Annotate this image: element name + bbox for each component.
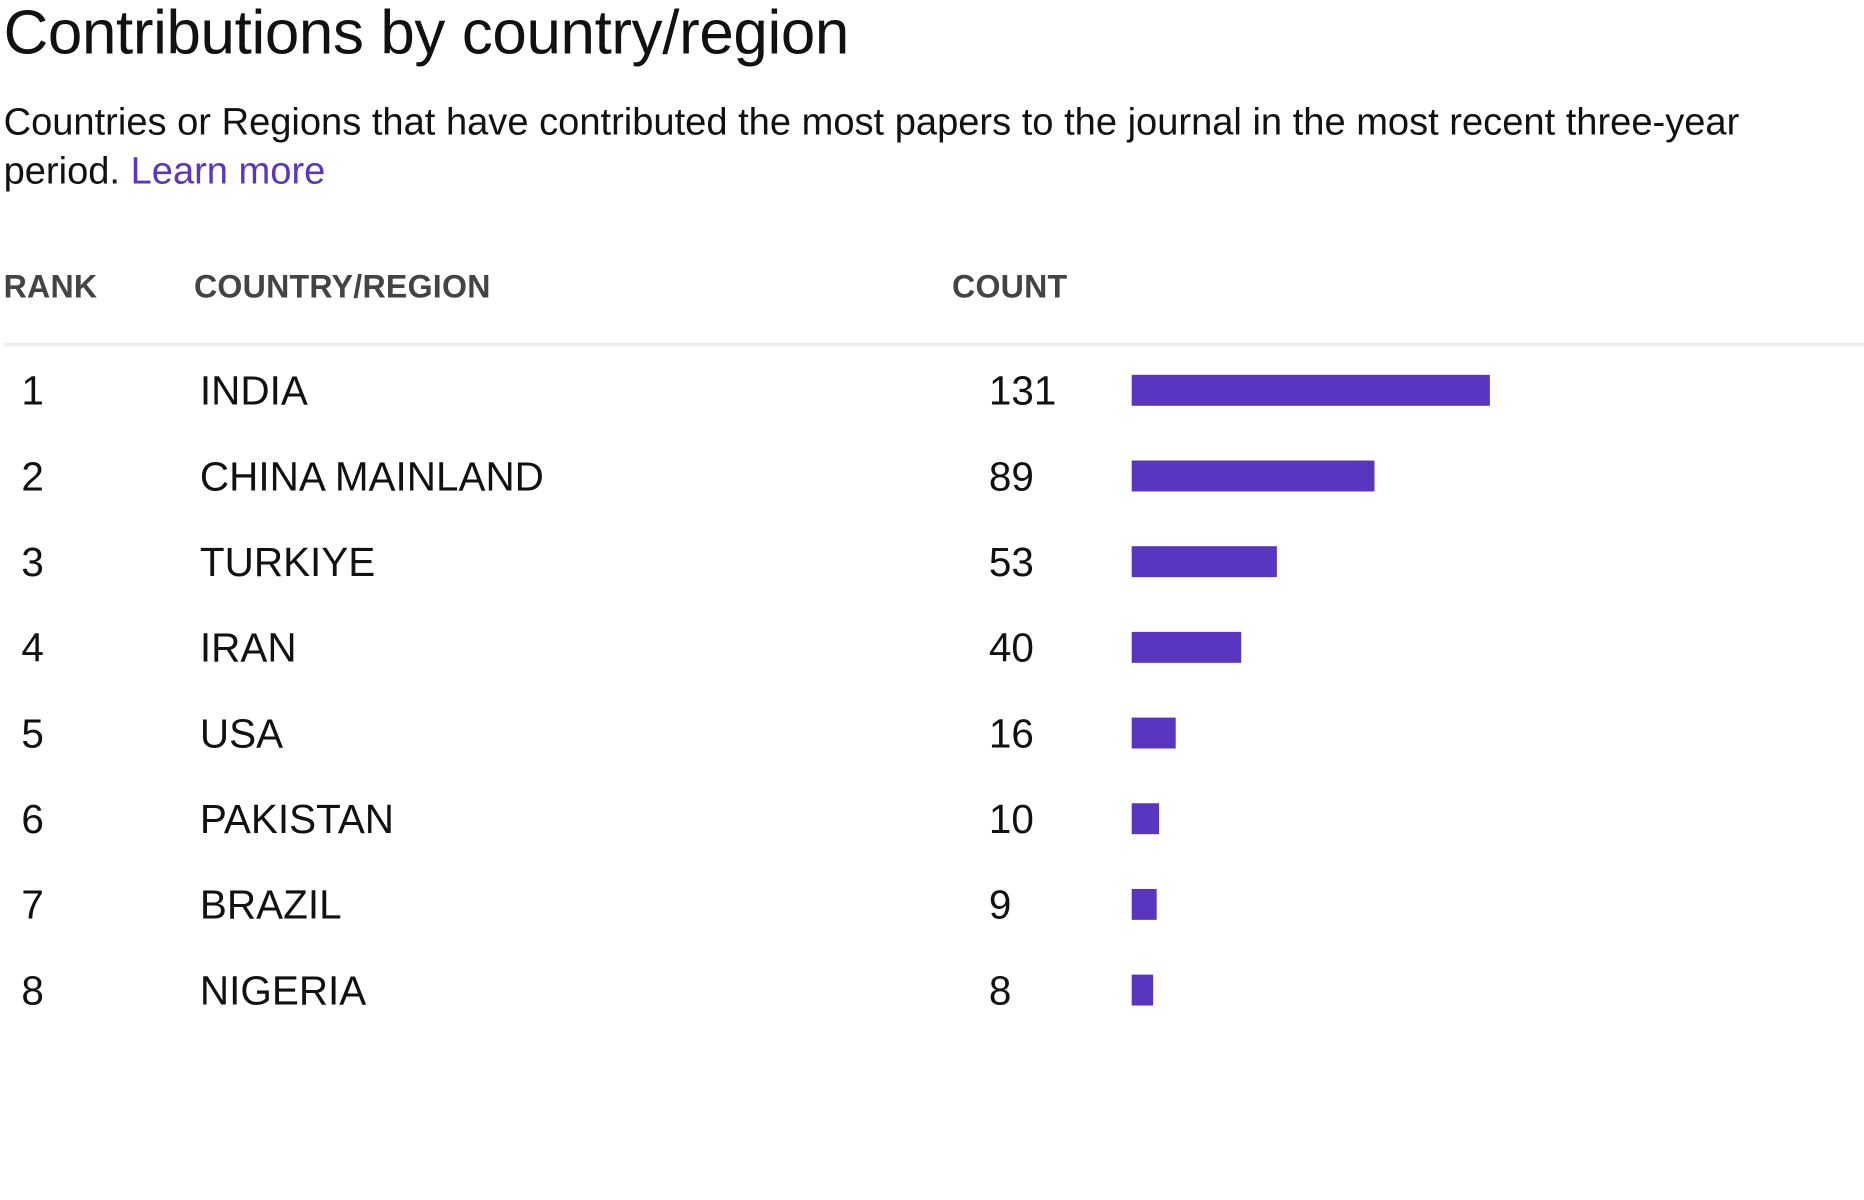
count-cell: 8 (988, 968, 1012, 1014)
count-bar (1131, 631, 1242, 663)
count-bar (1131, 888, 1157, 920)
count-bar (1131, 374, 1490, 406)
country-cell: USA (199, 711, 284, 757)
rank-cell: 7 (21, 882, 44, 929)
count-bar (1131, 717, 1176, 749)
rank-cell: 6 (21, 797, 44, 843)
country-cell: BRAZIL (199, 882, 342, 929)
table-header: RANK COUNTRY/REGION COUNT (0, 269, 1864, 312)
table-row: 3 TURKIYE 53 (0, 519, 1864, 605)
count-cell: 10 (988, 797, 1034, 843)
country-cell: INDIA (199, 368, 308, 415)
table-row: 4 IRAN 40 (0, 605, 1864, 691)
country-cell: CHINA MAINLAND (199, 454, 544, 500)
count-cell: 40 (988, 625, 1034, 672)
count-bar (1131, 803, 1160, 835)
header-divider (3, 342, 1864, 347)
table-row: 1 INDIA 131 (0, 347, 1864, 433)
rank-cell: 8 (21, 968, 44, 1014)
rank-cell: 5 (21, 711, 44, 757)
count-cell: 89 (988, 454, 1034, 500)
count-column-header: COUNT (952, 268, 1068, 305)
page-title: Contributions by country/region (3, 0, 850, 68)
count-cell: 53 (988, 540, 1034, 586)
table-row: 8 NIGERIA 8 (0, 947, 1864, 1033)
rank-cell: 1 (21, 368, 44, 415)
count-cell: 16 (988, 711, 1034, 757)
country-cell: IRAN (199, 625, 297, 672)
count-cell: 131 (988, 368, 1057, 415)
rank-cell: 3 (21, 540, 44, 586)
count-cell: 9 (988, 882, 1012, 929)
country-column-header: COUNTRY/REGION (193, 268, 491, 305)
count-bar (1131, 546, 1277, 578)
table-row: 6 PAKISTAN 10 (0, 776, 1864, 862)
learn-more-link[interactable]: Learn more (130, 148, 326, 192)
rank-cell: 4 (21, 625, 44, 672)
rank-cell: 2 (21, 454, 44, 500)
count-bar (1131, 460, 1375, 492)
rank-column-header: RANK (3, 268, 98, 305)
country-cell: TURKIYE (199, 540, 376, 586)
country-cell: NIGERIA (199, 968, 367, 1014)
table-row: 7 BRAZIL 9 (0, 862, 1864, 948)
count-bar (1131, 974, 1154, 1006)
subtitle-text: Countries or Regions that have contribut… (3, 99, 1740, 192)
table-row: 5 USA 16 (0, 690, 1864, 776)
page-subtitle: Countries or Regions that have contribut… (4, 98, 1860, 196)
country-cell: PAKISTAN (199, 797, 395, 843)
table-row: 2 CHINA MAINLAND 89 (0, 433, 1864, 519)
